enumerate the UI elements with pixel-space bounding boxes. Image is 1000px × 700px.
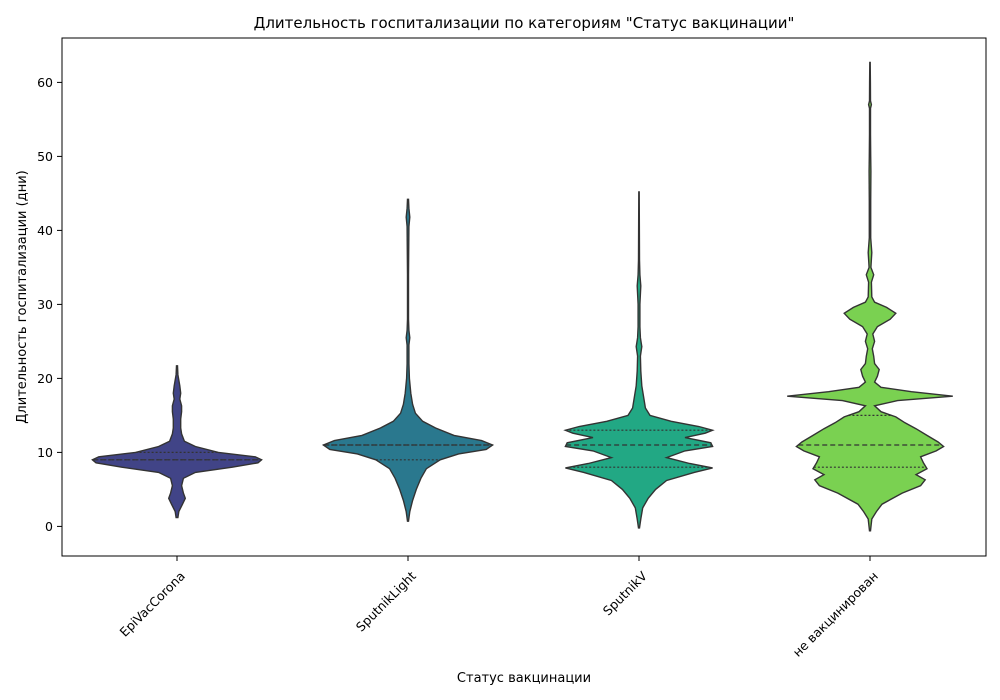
y-axis: 0 10 20 30 40 50 60 [37,75,62,534]
y-tick-label: 50 [37,149,53,164]
y-tick-label: 10 [37,445,53,460]
y-tick-label: 20 [37,371,53,386]
y-axis-label: Длительность госпитализации (дни) [15,170,30,423]
chart-title: Длительность госпитализации по категория… [254,14,795,32]
violin-body [91,365,263,519]
y-tick-label: 30 [37,297,53,312]
x-axis-label: Статус вакцинации [457,671,591,686]
violin-body [787,61,953,532]
y-tick-label: 40 [37,223,53,238]
violin-body [563,191,715,529]
violins-group [91,61,953,532]
y-tick-label: 0 [45,519,53,534]
violin-body [321,198,495,522]
y-tick-label: 60 [37,75,53,90]
plot-frame [61,37,987,557]
